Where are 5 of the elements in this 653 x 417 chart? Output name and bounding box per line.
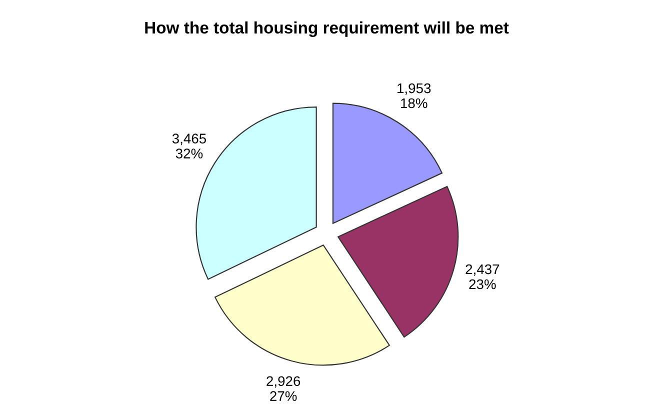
data-label: 1,953 18% <box>398 83 431 108</box>
data-label: 2,437 23% <box>466 264 500 290</box>
data-label: 2,926 27% <box>266 376 300 401</box>
chart-title: How the total housing requirement will be met <box>145 21 509 37</box>
data-label: 3,465 32% <box>172 134 206 158</box>
